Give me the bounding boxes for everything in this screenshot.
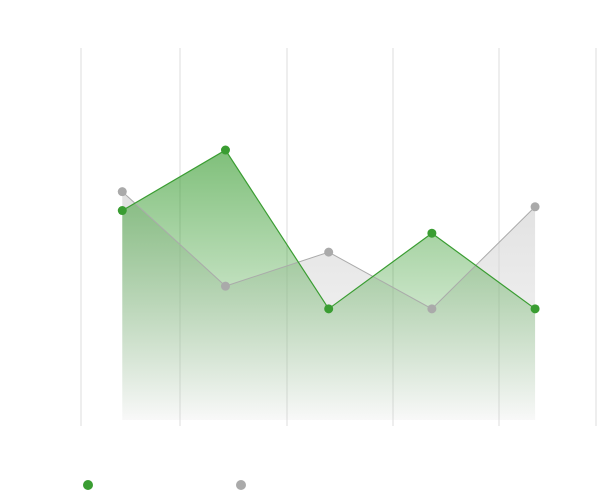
series-0-point-0[interactable] (117, 206, 127, 216)
grid-lines (80, 48, 597, 426)
legend-marker-1 (236, 480, 246, 490)
series-1-point-0[interactable] (117, 187, 127, 197)
series-0-point-1[interactable] (220, 145, 230, 155)
legend (83, 480, 246, 490)
series-1-point-2[interactable] (324, 247, 334, 257)
series-0-area (122, 150, 536, 420)
series-1-point-1[interactable] (220, 281, 230, 291)
series-areas (122, 150, 536, 420)
series-points (117, 145, 540, 314)
legend-marker-0 (83, 480, 93, 490)
legend-entry-0[interactable] (83, 480, 93, 490)
legend-entry-1[interactable] (236, 480, 246, 490)
series-0-point-2[interactable] (324, 304, 334, 314)
series-1-point-4[interactable] (530, 202, 540, 212)
series-1-point-3[interactable] (427, 304, 437, 314)
series-0-point-4[interactable] (530, 304, 540, 314)
series-0-point-3[interactable] (427, 228, 437, 238)
